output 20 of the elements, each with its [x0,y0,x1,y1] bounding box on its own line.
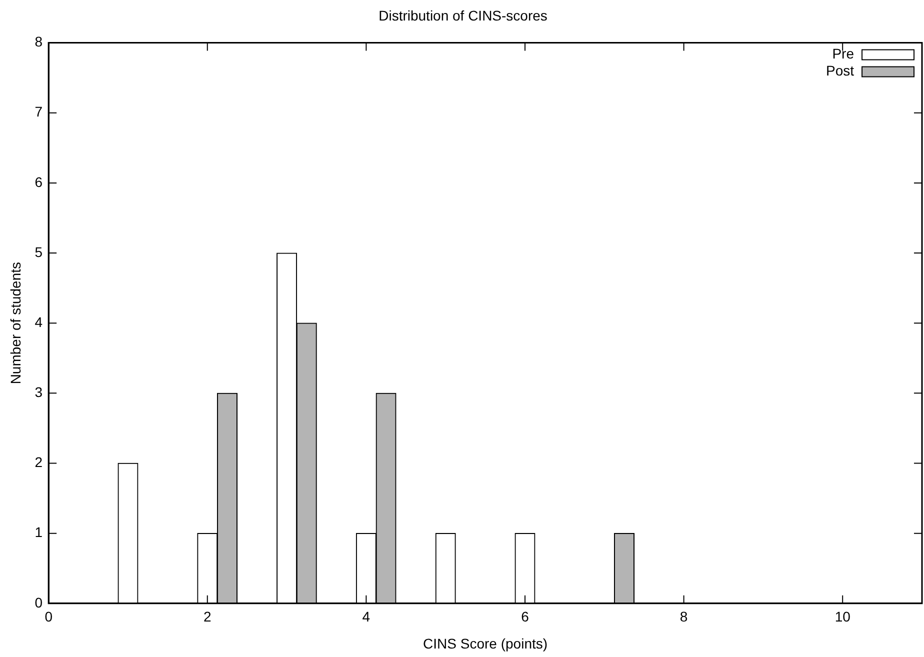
legend-label: Post [826,62,854,79]
chart-title: Distribution of CINS-scores [378,7,548,24]
x-tick-label: 10 [834,608,851,625]
y-tick-label: 7 [34,104,43,120]
y-tick-label: 1 [34,524,43,540]
y-tick-label: 2 [34,454,43,470]
x-tick-label: 2 [203,608,212,625]
y-tick-label: 8 [34,34,43,50]
y-tick-label: 6 [34,174,43,190]
text: Pre [832,46,854,62]
x-tick-label: 8 [680,608,688,625]
x-tick-label: 6 [521,608,530,625]
y-axis-title: Number of students [7,262,24,384]
y-tick-label: 4 [34,314,43,330]
y-tick-label: 0 [34,594,43,610]
x-tick-label: 0 [44,608,53,625]
y-tick-label: 3 [34,384,43,400]
x-tick-label: 4 [362,608,370,625]
x-axis-title: CINS Score (points) [423,635,548,652]
y-tick-label: 5 [34,244,43,260]
